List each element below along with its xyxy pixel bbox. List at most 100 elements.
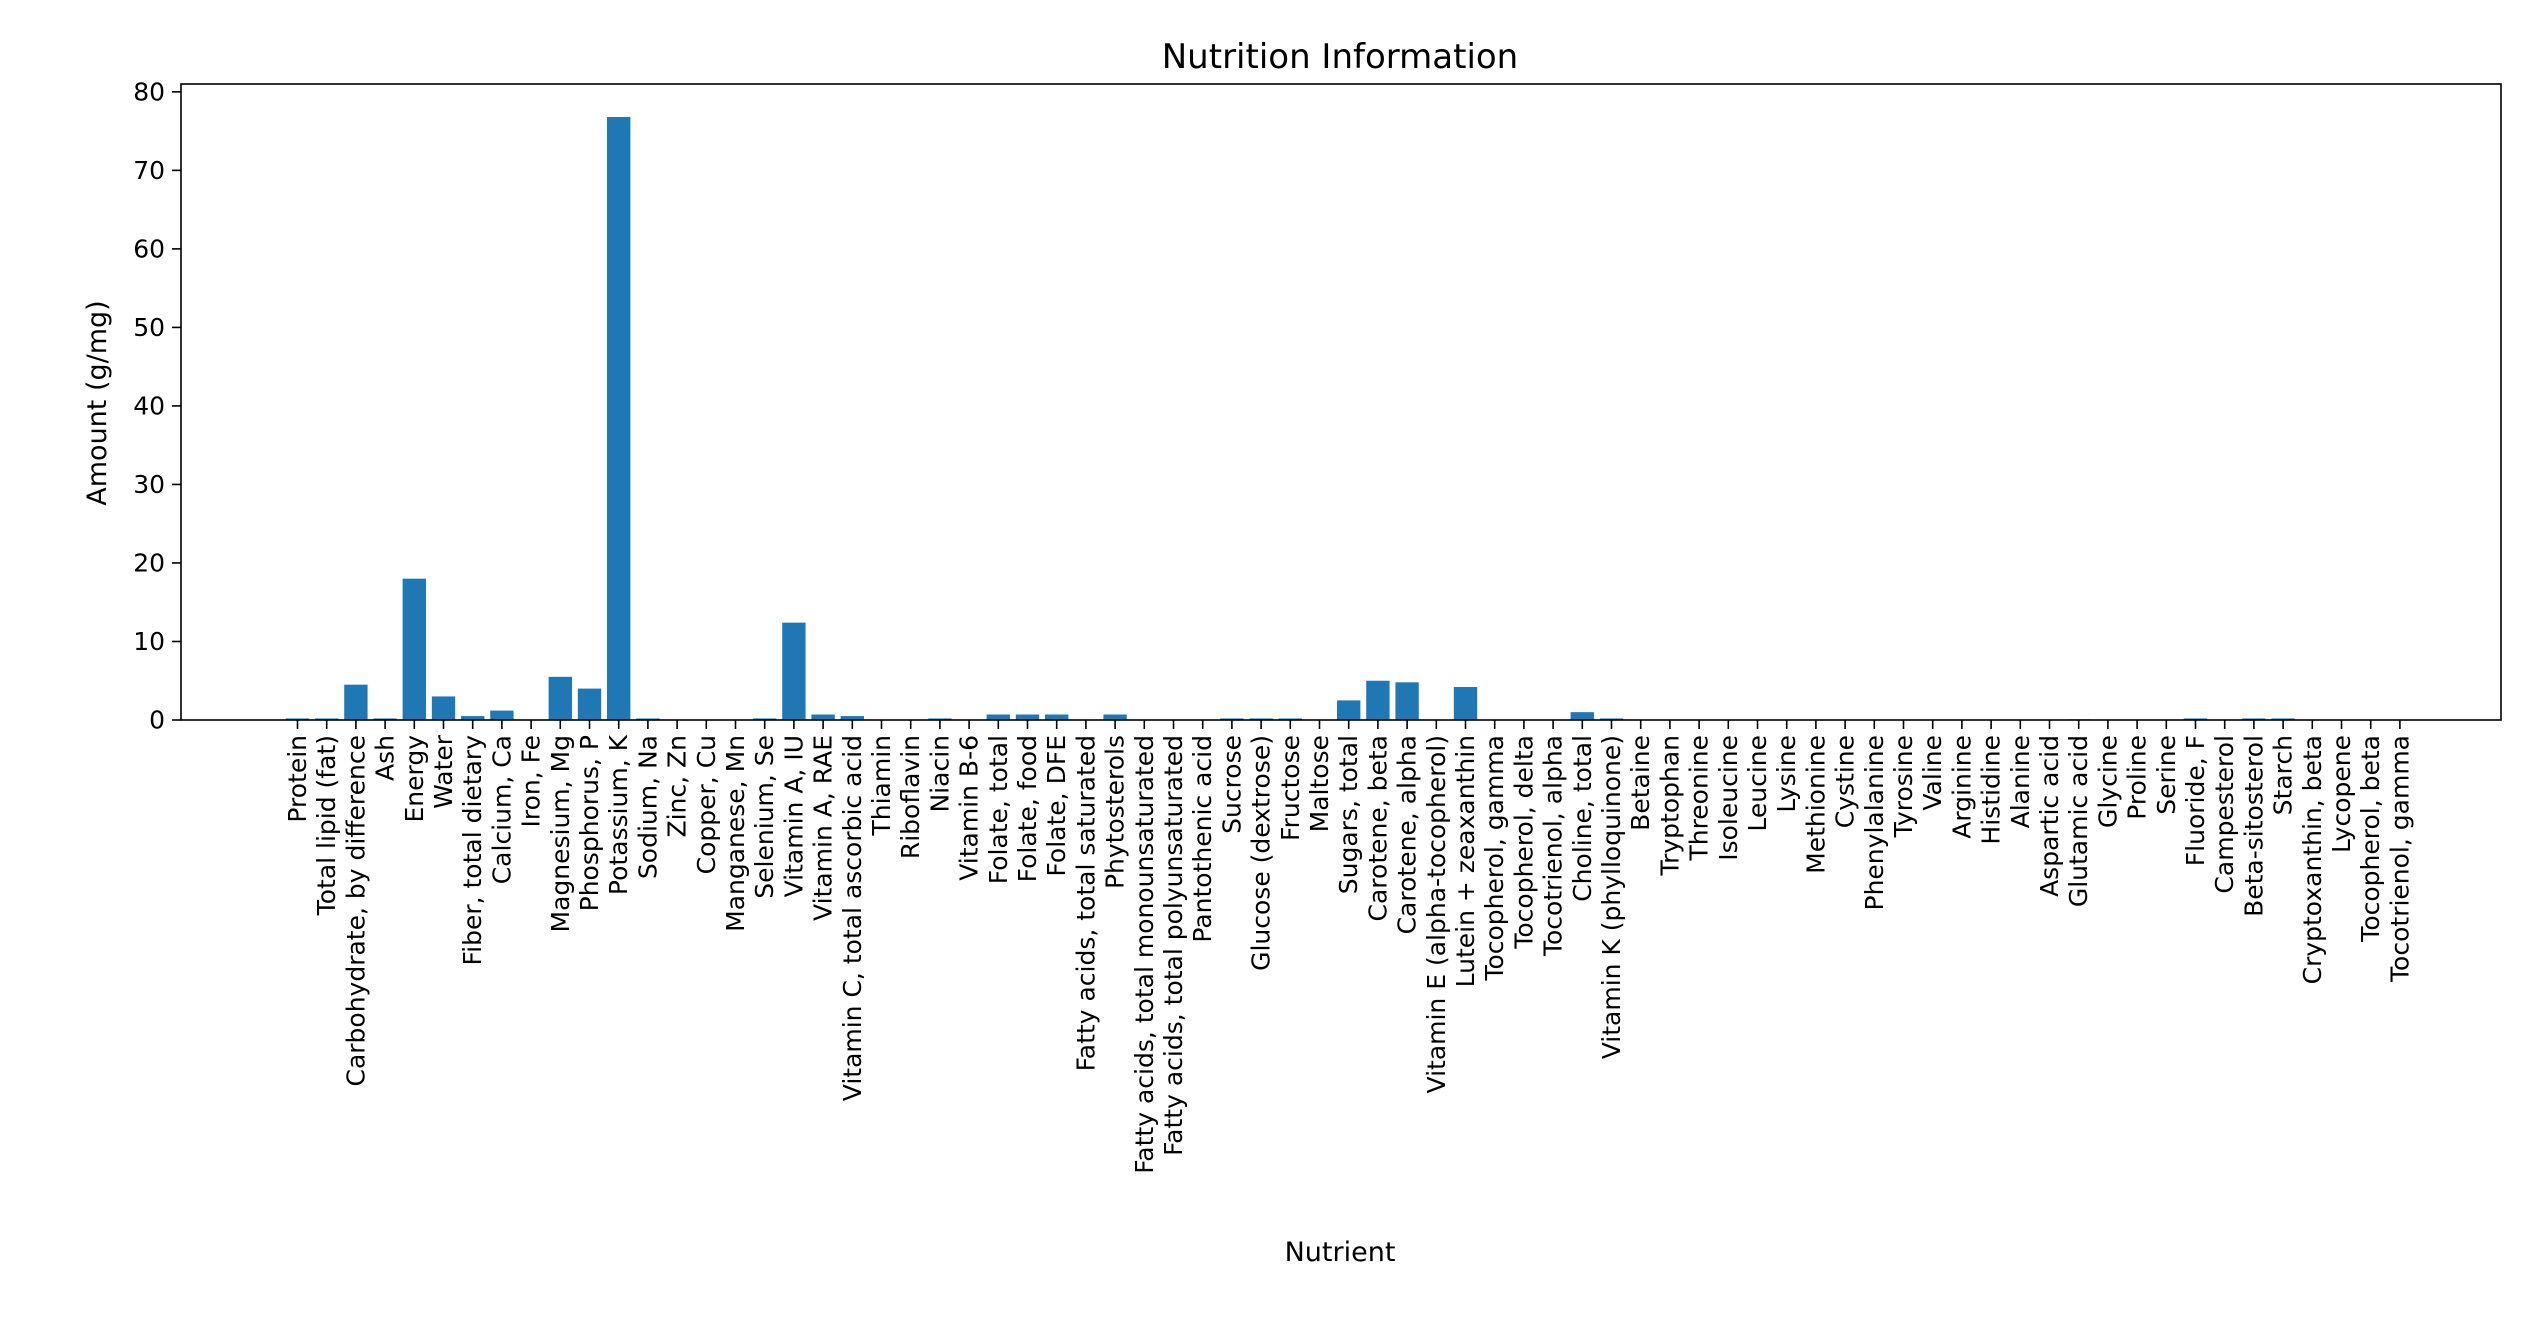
x-tick-label-71: Tocopherol, beta [2356,735,2385,943]
bar-44 [1570,712,1594,720]
x-tick-label-24: Folate, total [984,735,1013,884]
x-tick-label-14: Copper, Cu [692,735,721,874]
x-tick-label-51: Lysine [1772,735,1801,813]
x-tick-label-34: Fructose [1276,735,1305,841]
x-tick-label-36: Sugars, total [1334,735,1363,894]
x-tick-label-58: Histidine [1977,735,2006,845]
x-tick-label-30: Fatty acids, total polyunsaturated [1159,735,1188,1156]
x-tick-label-8: Iron, Fe [517,735,546,828]
x-tick-label-66: Campesterol [2210,735,2239,894]
y-tick-label-2: 20 [133,548,165,577]
x-tick-label-4: Energy [400,735,429,823]
x-tick-label-38: Carotene, alpha [1393,735,1422,934]
x-tick-label-22: Niacin [925,735,954,813]
bar-11 [607,116,631,721]
x-tick-label-1: Total lipid (fat) [312,735,341,916]
y-tick-label-7: 70 [133,156,165,185]
y-tick-label-8: 80 [133,77,165,106]
x-tick-label-32: Sucrose [1217,735,1246,834]
bar-26 [1045,714,1069,720]
x-tick-label-57: Arginine [1947,735,1976,839]
x-tick-label-13: Zinc, Zn [663,735,692,838]
x-tick-label-7: Calcium, Ca [487,735,516,884]
bar-28 [1103,714,1127,720]
x-tick-label-25: Folate, food [1013,735,1042,882]
x-tick-label-19: Vitamin C, total ascorbic acid [838,735,867,1101]
plot-frame [180,83,2502,721]
x-tick-label-29: Fatty acids, total monounsaturated [1130,735,1159,1174]
bar-5 [431,696,456,720]
x-tick-label-15: Manganese, Mn [721,735,750,932]
x-tick-label-35: Maltose [1305,735,1334,832]
bar-40 [1453,687,1478,720]
x-tick-label-41: Tocopherol, gamma [1480,735,1509,982]
x-tick-label-52: Methionine [1801,735,1830,874]
x-tick-label-72: Tocotrienol, gamma [2385,735,2414,983]
bar-38 [1395,682,1419,720]
x-tick-label-65: Fluoride, F [2181,735,2210,866]
x-tick-label-3: Ash [371,735,400,781]
x-tick-label-63: Proline [2123,735,2152,820]
x-tick-label-70: Lycopene [2327,735,2356,853]
bar-24 [986,714,1010,720]
x-tick-label-44: Choline, total [1568,735,1597,902]
bar-36 [1337,700,1361,720]
bar-7 [490,710,514,720]
y-tick-label-5: 50 [133,313,165,342]
x-tick-label-18: Vitamin A, RAE [809,735,838,921]
x-tick-label-2: Carbohydrate, by difference [341,735,370,1087]
y-tick-label-1: 10 [133,627,165,656]
x-tick-label-68: Starch [2269,735,2298,815]
y-tick-label-6: 60 [133,234,165,263]
x-tick-label-62: Glycine [2093,735,2122,828]
x-tick-label-60: Aspartic acid [2035,735,2064,897]
x-tick-label-26: Folate, DFE [1042,735,1071,877]
x-tick-label-27: Fatty acids, total saturated [1071,735,1100,1071]
x-tick-label-43: Tocotrienol, alpha [1539,735,1568,957]
x-tick-label-50: Leucine [1743,735,1772,832]
x-tick-label-59: Alanine [2006,735,2035,828]
x-tick-label-5: Water [429,734,458,809]
x-tick-label-9: Magnesium, Mg [546,735,575,933]
x-tick-label-12: Sodium, Na [633,735,662,879]
x-tick-label-40: Lutein + zeaxanthin [1451,735,1480,987]
x-tick-label-56: Valine [1918,735,1947,811]
bar-17 [782,622,806,720]
x-tick-label-47: Tryptophan [1655,735,1684,877]
bar-37 [1366,680,1390,720]
x-tick-label-20: Thiamin [867,735,896,837]
x-tick-label-46: Betaine [1626,735,1655,831]
x-tick-label-0: Protein [283,735,312,823]
x-tick-label-39: Vitamin E (alpha-tocopherol) [1422,735,1451,1093]
x-tick-label-42: Tocopherol, delta [1509,735,1538,950]
y-tick-label-0: 0 [149,706,165,735]
bar-9 [548,676,572,720]
bar-6 [461,716,485,720]
y-axis-label: Amount (g/mg) [82,300,113,505]
x-tick-label-33: Glucose (dextrose) [1247,735,1276,971]
x-tick-label-48: Threonine [1685,735,1714,862]
x-tick-label-37: Carotene, beta [1363,735,1392,921]
x-tick-label-64: Serine [2152,735,2181,815]
x-tick-label-69: Cryptoxanthin, beta [2298,735,2327,984]
bar-10 [577,688,602,720]
x-tick-label-6: Fiber, total dietary [458,735,487,966]
x-tick-label-11: Potassium, K [604,734,633,895]
x-tick-label-55: Tyrosine [1889,735,1918,838]
x-tick-label-17: Vitamin A, IU [779,735,808,897]
x-tick-label-10: Phosphorus, P [575,735,604,911]
x-tick-label-23: Vitamin B-6 [955,735,984,881]
bar-2 [344,684,368,720]
chart-title: Nutrition Information [1162,37,1519,77]
x-axis-label: Nutrient [1285,1237,1396,1268]
bars-group [285,116,2412,721]
x-tick-label-45: Vitamin K (phylloquinone) [1597,735,1626,1059]
y-tick-label-3: 30 [133,470,165,499]
x-tick-label-49: Isoleucine [1714,735,1743,861]
x-tick-label-28: Phytosterols [1101,735,1130,889]
x-tick-label-31: Pantothenic acid [1188,735,1217,943]
x-tick-label-67: Beta-sitosterol [2239,735,2268,917]
bar-4 [402,578,426,720]
